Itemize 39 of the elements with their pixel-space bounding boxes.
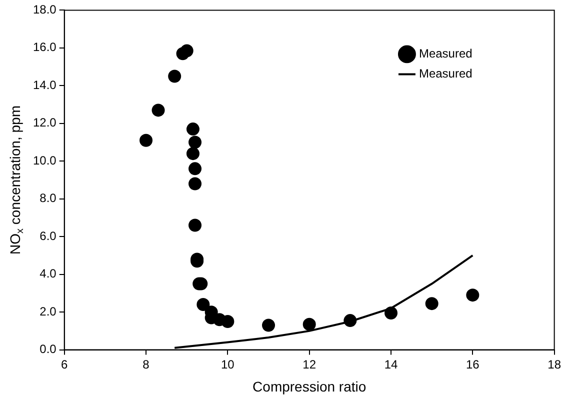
y-tick-label: 0.0: [40, 342, 57, 356]
point: [302, 318, 316, 331]
y-tick-label: 6.0: [40, 228, 57, 243]
point: [188, 136, 202, 149]
point: [221, 315, 234, 328]
point: [186, 122, 200, 136]
point: [466, 288, 480, 302]
y-tick-label: 16.0: [32, 40, 57, 54]
x-tick-label: 16: [466, 357, 480, 372]
point: [262, 318, 276, 332]
y-tick-label: 14.0: [32, 78, 57, 92]
point: [425, 297, 438, 310]
x-axis-title: Compression ratio: [252, 378, 366, 394]
y-tick-label: 18.0: [32, 2, 57, 17]
point: [384, 306, 398, 320]
point: [152, 104, 165, 117]
point: [180, 44, 194, 58]
y-tick-label: 8.0: [40, 191, 57, 206]
legend-label: Measured: [418, 46, 472, 61]
legend-label: Measured: [418, 66, 472, 81]
point: [188, 162, 202, 176]
y-tick-label: 12.0: [32, 116, 57, 130]
x-tick-label: 10: [221, 357, 235, 372]
point: [344, 314, 357, 328]
point: [168, 70, 182, 83]
y-tick-label: 4.0: [40, 266, 57, 281]
x-tick-label: 8: [142, 357, 150, 372]
y-tick-label: 10.0: [32, 153, 57, 168]
point: [188, 177, 202, 190]
point: [188, 218, 202, 232]
x-tick-label: 6: [61, 357, 68, 372]
point: [196, 298, 210, 312]
point: [186, 147, 200, 160]
point: [140, 134, 153, 147]
x-tick-label: 14: [384, 357, 398, 372]
y-axis-title: NOx concentration, ppm: [6, 106, 26, 254]
x-tick-label: 12: [302, 357, 316, 372]
x-tick-label: 18: [548, 357, 562, 372]
y-tick-label: 2.0: [40, 304, 57, 318]
